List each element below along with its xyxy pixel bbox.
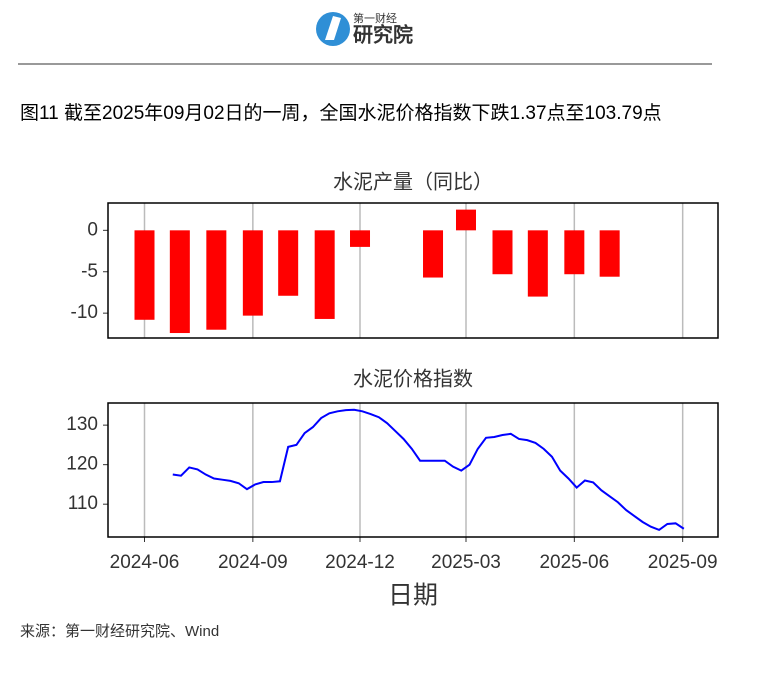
line: [172, 408, 685, 532]
bar: [564, 230, 585, 275]
x-tick-label: 2025-09: [648, 552, 718, 573]
plot-frame: [107, 402, 719, 538]
x-tick-label: 2024-12: [325, 552, 395, 573]
logo-sub: 研究院: [353, 22, 413, 46]
y-tick-label: 130: [66, 414, 98, 435]
bar-chart-title: 水泥产量（同比）: [333, 170, 493, 193]
bar: [206, 230, 227, 330]
bar: [423, 230, 444, 278]
logo: 第一财经 研究院: [316, 11, 413, 46]
bar: [134, 230, 155, 320]
line-chart-title: 水泥价格指数: [353, 367, 473, 390]
bar: [278, 230, 299, 296]
y-tick-label: 0: [87, 219, 98, 240]
bar: [169, 230, 190, 334]
logo-icon-mark: [325, 16, 341, 40]
bar: [242, 230, 263, 316]
x-tick-label: 2024-09: [218, 552, 288, 573]
bar: [455, 209, 476, 231]
bar: [599, 230, 620, 277]
figure-title: 图11 截至2025年09月02日的一周，全国水泥价格指数下跌1.37点至103…: [20, 98, 710, 130]
x-tick-label: 2025-06: [539, 552, 609, 573]
x-axis-label: 日期: [388, 582, 438, 610]
bar: [527, 230, 548, 297]
source: 来源：第一财经研究院、Wind: [20, 622, 219, 640]
bar: [350, 230, 371, 247]
x-tick-label: 2025-03: [431, 552, 501, 573]
plot-frame: [107, 202, 719, 339]
y-tick-label: 110: [68, 493, 98, 514]
x-tick-label: 2024-06: [110, 552, 180, 573]
bar: [314, 230, 335, 319]
bar: [492, 230, 513, 275]
y-tick-label: -10: [71, 302, 98, 323]
figure-title-text: 图11 截至2025年09月02日的一周，全国水泥价格指数下跌1.37点至103…: [20, 103, 662, 124]
y-tick-label: 120: [66, 454, 98, 475]
y-tick-label: -5: [81, 261, 98, 282]
logo-main: 第一财经: [353, 11, 397, 25]
